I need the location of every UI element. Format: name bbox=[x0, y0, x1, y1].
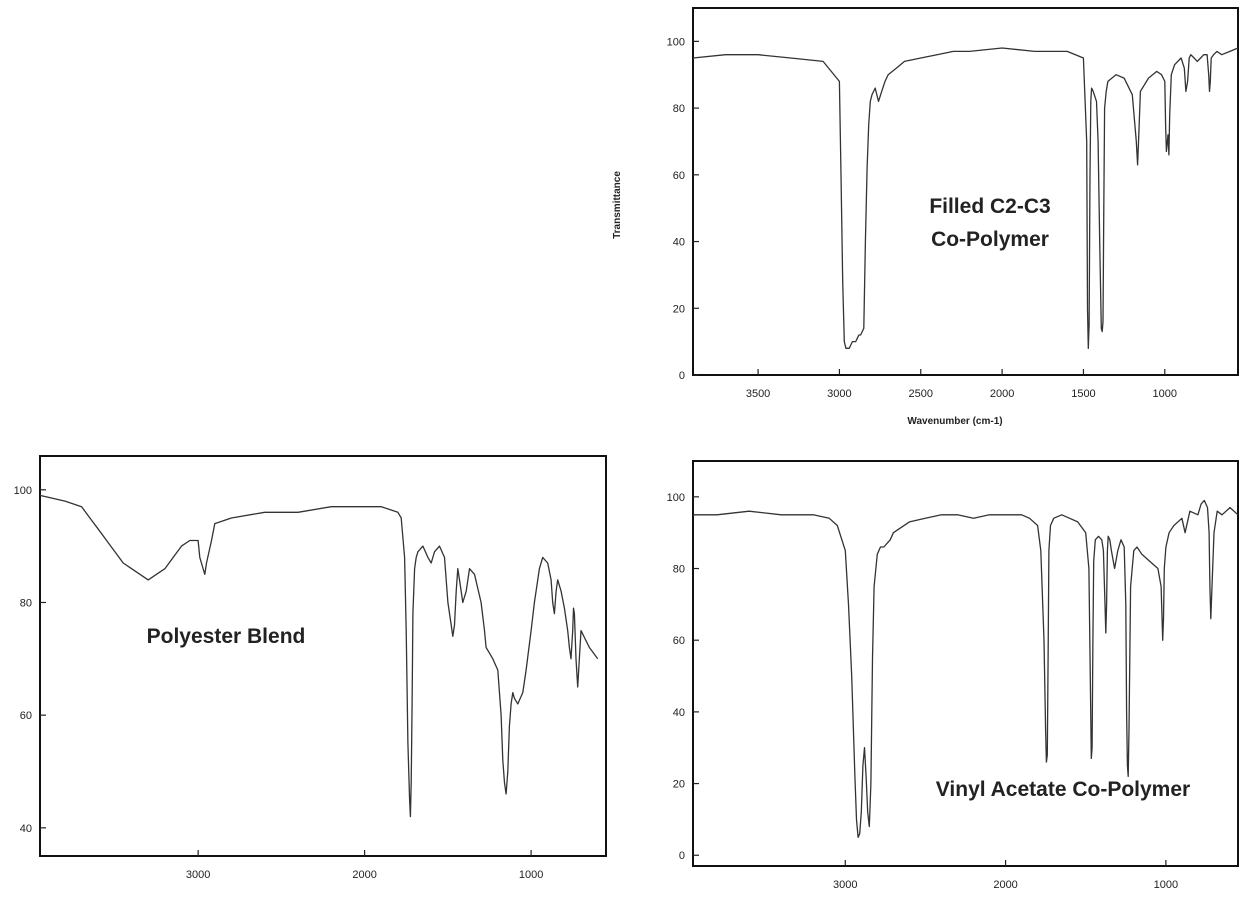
x-tick-label: 1500 bbox=[1071, 388, 1095, 400]
y-tick-label: 80 bbox=[673, 564, 685, 576]
y-tick-label: 40 bbox=[673, 707, 685, 719]
y-tick-label: 80 bbox=[20, 597, 32, 609]
x-tick-label: 2000 bbox=[990, 388, 1014, 400]
y-tick-label: 80 bbox=[673, 103, 685, 115]
y-tick-label: 100 bbox=[667, 492, 685, 504]
x-tick-label: 1000 bbox=[1154, 879, 1178, 891]
sample-label: Filled C2-C3 bbox=[929, 195, 1050, 218]
x-tick-label: 2000 bbox=[352, 869, 376, 881]
y-tick-label: 0 bbox=[679, 850, 685, 862]
y-axis-label: Transmittance bbox=[612, 171, 623, 239]
y-tick-label: 60 bbox=[20, 710, 32, 722]
sample-label: Vinyl Acetate Co-Polymer bbox=[936, 778, 1190, 801]
x-tick-label: 3000 bbox=[827, 388, 851, 400]
spectrum-line bbox=[693, 499, 1239, 838]
y-tick-label: 100 bbox=[14, 485, 32, 497]
x-tick-label: 3500 bbox=[746, 388, 770, 400]
y-tick-label: 20 bbox=[673, 303, 685, 315]
plot-frame bbox=[692, 460, 1239, 867]
x-axis-label: Wavenumber (cm-1) bbox=[907, 416, 1002, 427]
sample-label: Co-Polymer bbox=[931, 228, 1049, 251]
y-tick-label: 60 bbox=[673, 170, 685, 182]
spectrum-line bbox=[39, 494, 599, 818]
copolymer-chart: 0 20 40 60 80 100 3500 3000 2500 2000 1500 1000 Fill… bbox=[612, 7, 1239, 427]
x-tick-label: 2000 bbox=[993, 879, 1017, 891]
sample-label: Polyester Blend bbox=[147, 625, 306, 648]
y-tick-label: 40 bbox=[673, 237, 685, 249]
y-tick-label: 100 bbox=[667, 36, 685, 48]
y-tick-label: 60 bbox=[673, 635, 685, 647]
x-tick-label: 1000 bbox=[519, 869, 543, 881]
y-tick-label: 20 bbox=[673, 779, 685, 791]
x-tick-label: 1000 bbox=[1153, 388, 1177, 400]
plot-frame bbox=[692, 7, 1239, 376]
y-tick-label: 0 bbox=[679, 370, 685, 382]
x-tick-label: 2500 bbox=[909, 388, 933, 400]
x-tick-label: 3000 bbox=[186, 869, 210, 881]
vinyl-acetate-chart: 0 20 40 60 80 100 3000 2000 1000 Vinyl Acetate Co… bbox=[667, 460, 1239, 891]
x-tick-label: 3000 bbox=[833, 879, 857, 891]
y-tick-label: 40 bbox=[20, 823, 32, 835]
plot-frame bbox=[39, 455, 607, 857]
polyester-chart: 40 60 80 100 3000 2000 1000 Polyester Blend bbox=[14, 455, 607, 881]
spectrum-line bbox=[692, 47, 1239, 349]
